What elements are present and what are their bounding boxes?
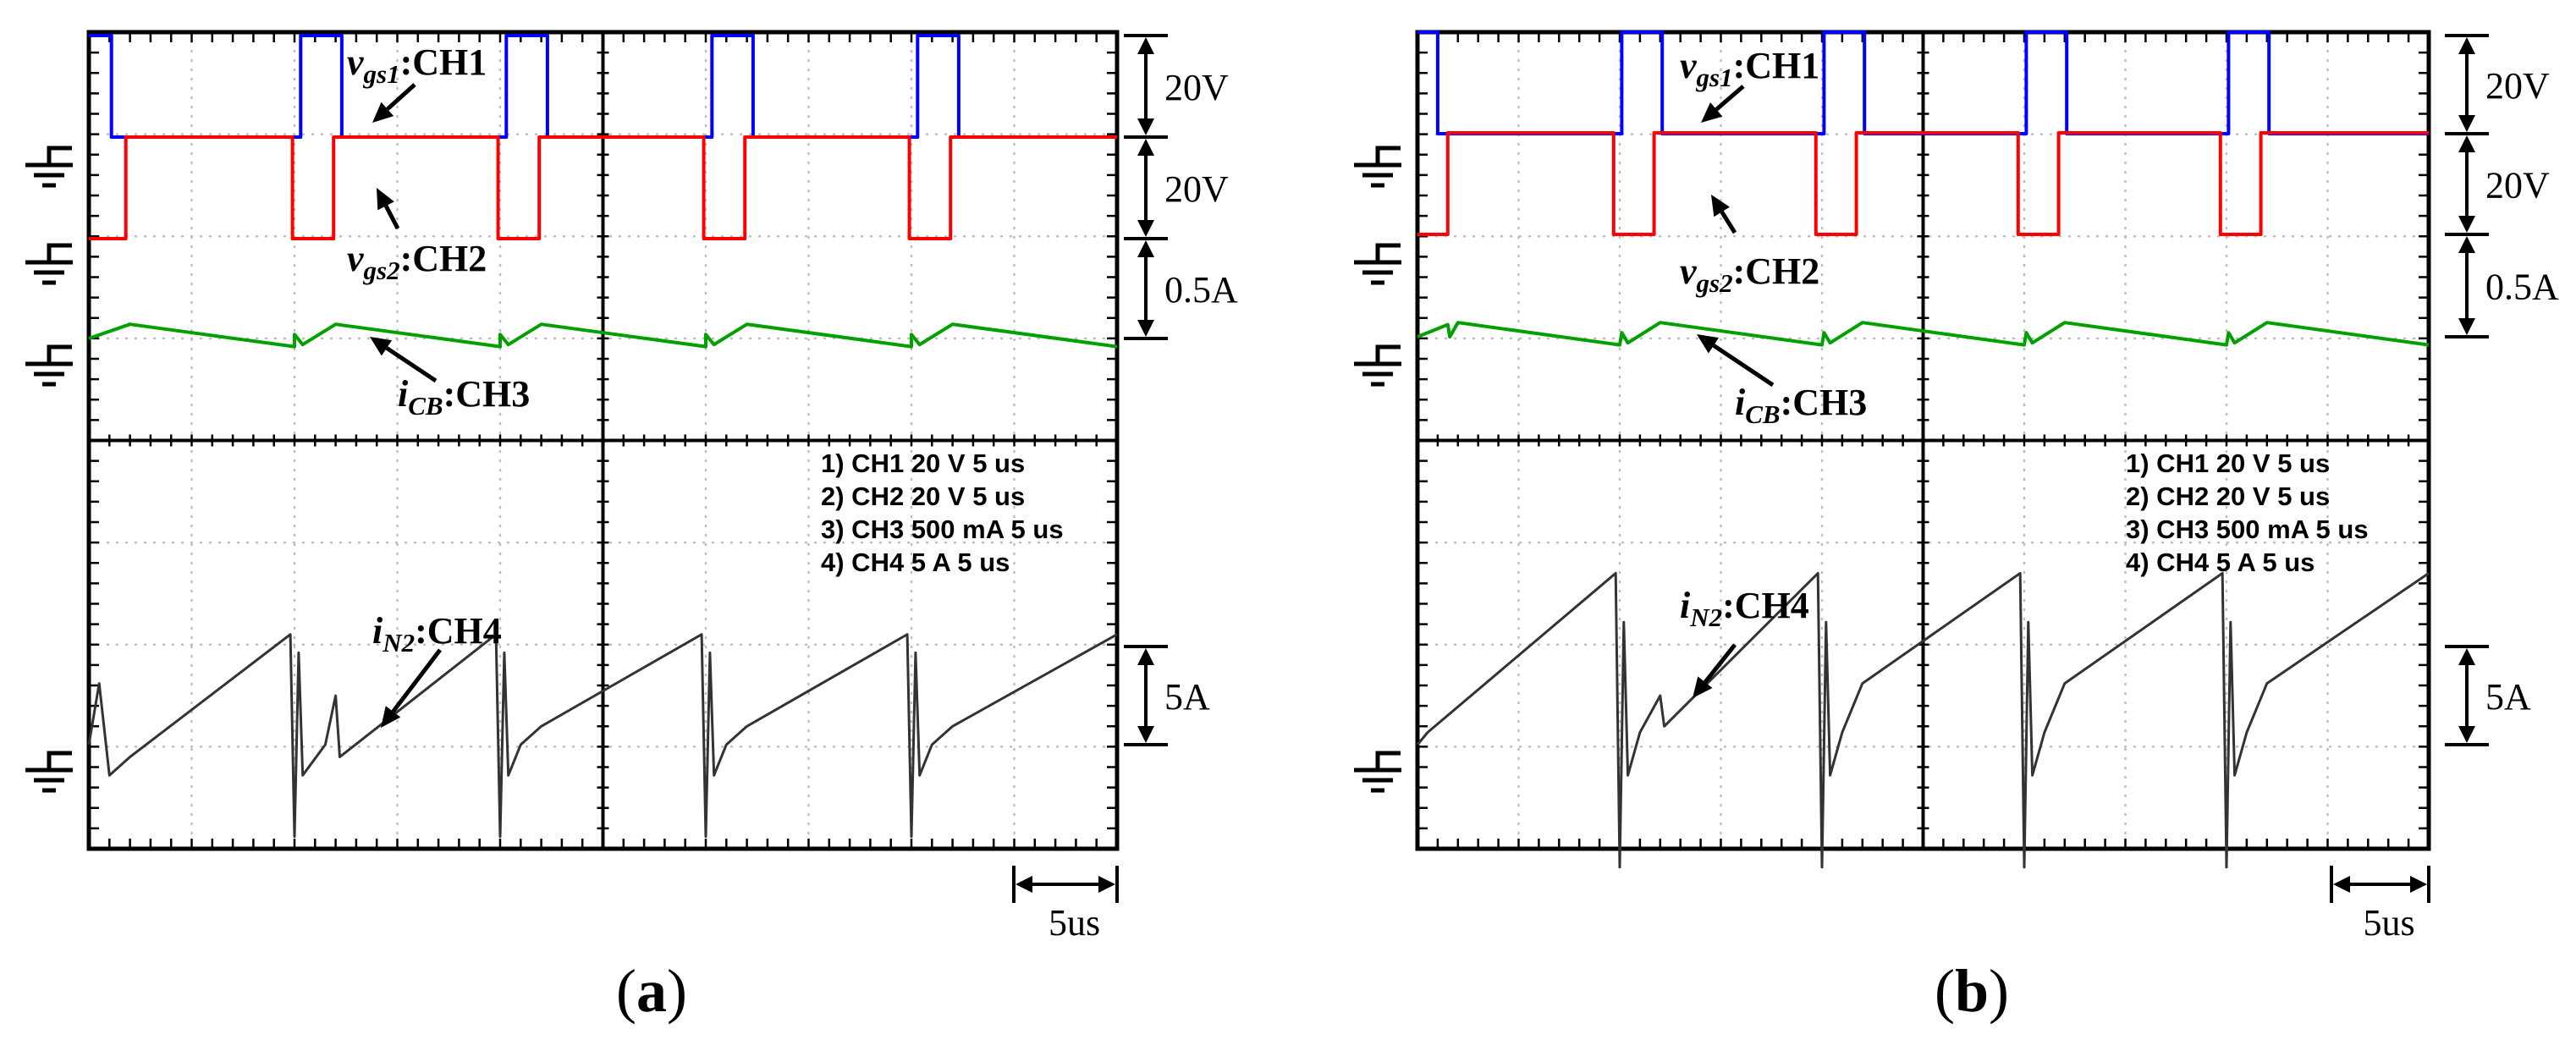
scale-bracket-3 <box>1124 237 1168 340</box>
scale-label-2: 20V <box>1164 168 1229 210</box>
arrow-ch4-head <box>381 706 401 728</box>
label-ch4: iN2:CH4 <box>372 610 502 658</box>
arrow-ch3-head <box>370 337 393 356</box>
trace-ch3 <box>88 322 1118 349</box>
trace-ch2 <box>89 135 1117 240</box>
settings-ch3: 3) CH3 500 mA 5 us <box>2126 514 2369 544</box>
settings-readout: 1) CH1 20 V 5 us2) CH2 20 V 5 us3) CH3 5… <box>821 448 1064 577</box>
arrow-ch2-shaft <box>383 205 400 230</box>
label-ch2: vgs2:CH2 <box>1680 250 1819 298</box>
arrow-ch2-head <box>1711 195 1731 217</box>
scale-label-2: 20V <box>2485 165 2550 206</box>
ground-symbol-ch3 <box>1354 344 1401 387</box>
arrow-ch1-shaft <box>386 83 416 111</box>
trace-ch1 <box>1417 30 2429 135</box>
scope-grid <box>1416 30 2430 850</box>
arrow-ch3-head <box>1697 334 1720 354</box>
trace-ch2 <box>1417 131 2429 236</box>
settings-readout: 1) CH1 20 V 5 us2) CH2 20 V 5 us3) CH3 5… <box>2126 448 2369 577</box>
ground-symbol-ch3 <box>25 344 73 387</box>
arrow-ch1-head <box>1701 102 1723 123</box>
panel-a: vgs1:CH1 vgs2:CH2 iCB:CH3 iN2:CH4 1) CH1 20 … <box>25 30 1238 1025</box>
scale-bracket-4 <box>2445 645 2489 746</box>
time-bar <box>2330 866 2430 903</box>
trace-ch4 <box>1416 571 2430 869</box>
settings-ch4: 4) CH4 5 A 5 us <box>2126 548 2315 577</box>
scale-label-4: 5A <box>2485 676 2531 718</box>
scale-bracket-4 <box>1124 645 1168 746</box>
scale-bracket-3 <box>2445 233 2489 338</box>
settings-ch2: 2) CH2 20 V 5 us <box>2126 481 2330 511</box>
trace-ch3 <box>1417 321 2430 347</box>
label-ch2: vgs2:CH2 <box>347 238 487 285</box>
arrow-ch4-shaft <box>391 648 442 713</box>
arrow-ch4-head <box>1693 676 1713 698</box>
ground-symbol-ch4 <box>25 751 73 793</box>
scale-label-3: 0.5A <box>2485 267 2559 308</box>
label-ch1: vgs1:CH1 <box>347 41 487 89</box>
label-ch3: iCB:CH3 <box>398 373 530 421</box>
arrow-ch3-shaft <box>385 346 438 383</box>
label-ch1: vgs1:CH1 <box>1680 45 1819 92</box>
ground-symbol-ch2 <box>1354 243 1401 285</box>
scale-label-1: 20V <box>1164 67 1229 108</box>
time-bar-label: 5us <box>2364 902 2415 944</box>
label-ch3: iCB:CH3 <box>1735 382 1867 429</box>
ground-symbol-ch4 <box>1354 751 1401 793</box>
ground-symbol-ch1 <box>1354 146 1401 188</box>
settings-ch1: 1) CH1 20 V 5 us <box>2126 448 2330 478</box>
time-bar-label: 5us <box>1049 902 1100 944</box>
settings-ch4: 4) CH4 5 A 5 us <box>821 548 1010 577</box>
scope-grid <box>87 30 1119 850</box>
arrow-ch1-shaft <box>1715 85 1745 112</box>
settings-ch3: 3) CH3 500 mA 5 us <box>821 514 1064 544</box>
label-ch4: iN2:CH4 <box>1680 585 1809 632</box>
ground-symbol-ch2 <box>25 243 73 285</box>
panel-label: (b) <box>1935 957 2009 1025</box>
scale-label-4: 5A <box>1164 676 1210 718</box>
arrow-ch2-shaft <box>1720 211 1737 234</box>
arrow-ch2-head <box>377 188 394 211</box>
time-bar <box>1012 866 1119 903</box>
scope-frame <box>1415 30 2431 851</box>
arrow-ch1-head <box>372 102 394 123</box>
settings-ch2: 2) CH2 20 V 5 us <box>821 481 1025 511</box>
scale-label-1: 20V <box>2485 65 2550 107</box>
scale-label-3: 0.5A <box>1164 269 1238 311</box>
trace-ch1 <box>89 34 1117 139</box>
settings-ch1: 1) CH1 20 V 5 us <box>821 448 1025 478</box>
arrow-ch3-shaft <box>1712 344 1775 388</box>
ground-symbol-ch1 <box>25 146 73 188</box>
panel-label: (a) <box>616 957 687 1025</box>
trace-ch4 <box>87 633 1118 839</box>
arrow-ch4-shaft <box>1703 643 1737 684</box>
panel-b: vgs1:CH1 vgs2:CH2 iCB:CH3 iN2:CH4 1) CH1 20 … <box>1354 30 2559 1025</box>
scope-frame <box>86 30 1120 851</box>
